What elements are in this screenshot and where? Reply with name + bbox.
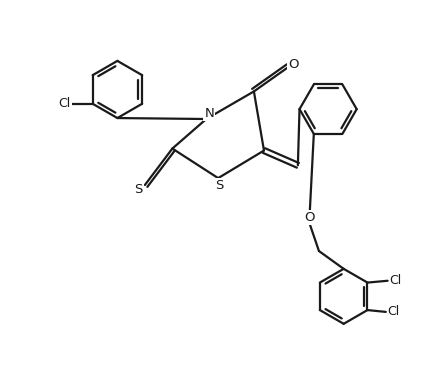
Text: S: S: [134, 183, 143, 196]
Text: O: O: [288, 58, 298, 71]
Text: O: O: [304, 211, 315, 224]
Text: N: N: [204, 107, 214, 120]
Text: Cl: Cl: [389, 274, 402, 287]
Text: Cl: Cl: [388, 305, 400, 318]
Text: Cl: Cl: [59, 97, 70, 110]
Text: S: S: [215, 179, 223, 192]
